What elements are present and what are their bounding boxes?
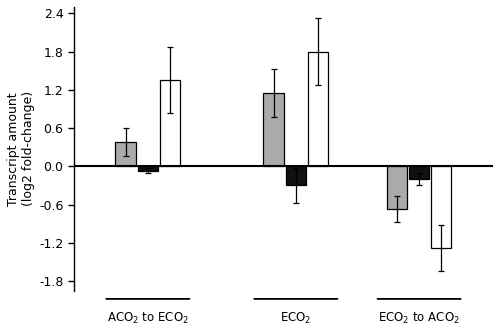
- Bar: [431, 166, 452, 248]
- Bar: [160, 80, 180, 166]
- Bar: [116, 142, 136, 166]
- Text: ACO$_2$ to ECO$_2$: ACO$_2$ to ECO$_2$: [107, 311, 189, 326]
- Bar: [308, 52, 328, 166]
- Bar: [138, 166, 158, 171]
- Bar: [386, 166, 407, 209]
- Text: ECO$_2$: ECO$_2$: [280, 311, 312, 326]
- Bar: [264, 93, 284, 166]
- Y-axis label: Transcript amount
(log2 fold-change): Transcript amount (log2 fold-change): [7, 91, 35, 206]
- Text: ECO$_2$ to ACO$_2$: ECO$_2$ to ACO$_2$: [378, 311, 460, 326]
- Bar: [409, 166, 430, 179]
- Bar: [286, 166, 306, 185]
